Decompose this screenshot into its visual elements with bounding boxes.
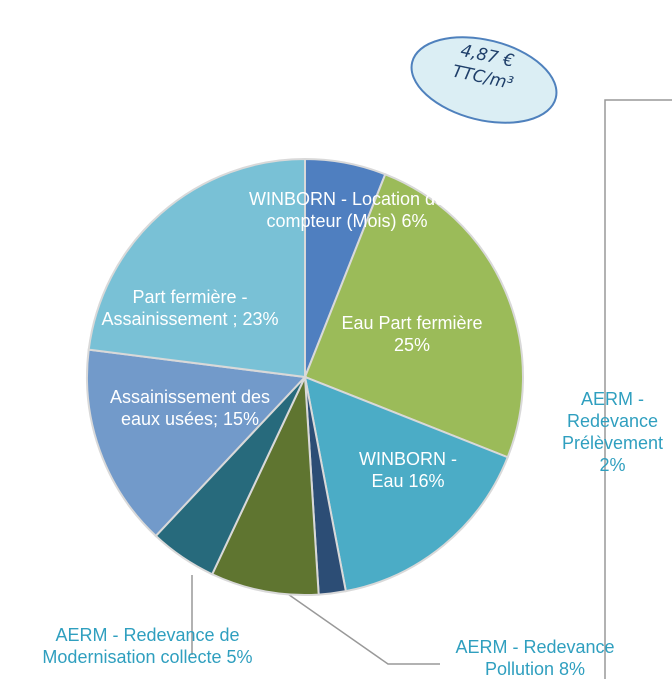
label-text: 5% [226, 647, 253, 667]
slice-label: Assainissement des eaux usées; 15% [105, 386, 275, 430]
bubble [410, 36, 558, 124]
leader-lines [191, 99, 672, 679]
leader-line [284, 591, 440, 665]
slices [86, 157, 524, 596]
slice-label: Eau Part fermière 25% [340, 312, 484, 356]
label-text: WINBORN - Eau [359, 449, 457, 491]
slice [303, 375, 509, 593]
label-text: 8% [559, 659, 586, 679]
slice-label: WINBORN - Location de compteur (Mois) 6% [232, 188, 462, 232]
slice-label: AERM - Redevance Prélèvement 2% [555, 388, 670, 476]
label-text: Eau Part fermière [341, 313, 483, 333]
label-text: 6% [401, 211, 428, 231]
slice [210, 376, 320, 596]
label-text: 15% [223, 409, 260, 429]
label-text: 2% [599, 455, 626, 475]
slice-label: AERM - Redevance de Modernisation collec… [10, 624, 285, 668]
label-text: AERM - Redevance Pollution [455, 637, 615, 679]
label-text: 16% [408, 471, 445, 491]
label-text: 23% [242, 309, 279, 329]
slice [87, 157, 306, 379]
label-text: Part fermière - Assainissement ; [101, 287, 248, 329]
slice-label: Part fermière - Assainissement ; 23% [80, 286, 300, 330]
slice [86, 348, 308, 538]
label-text: Assainissement des eaux usées; [109, 387, 271, 429]
leader-line [604, 99, 672, 679]
label-text: AERM - Redevance Prélèvement [561, 389, 664, 453]
slice [303, 173, 524, 459]
label-text: 25% [393, 335, 431, 355]
slice-label: AERM - Redevance Pollution 8% [420, 636, 650, 679]
label-text: WINBORN - Location de compteur (Mois) [248, 189, 446, 231]
label-text: AERM - Redevance de Modernisation collec… [42, 625, 240, 667]
slice-label: WINBORN - Eau 16% [345, 448, 471, 492]
